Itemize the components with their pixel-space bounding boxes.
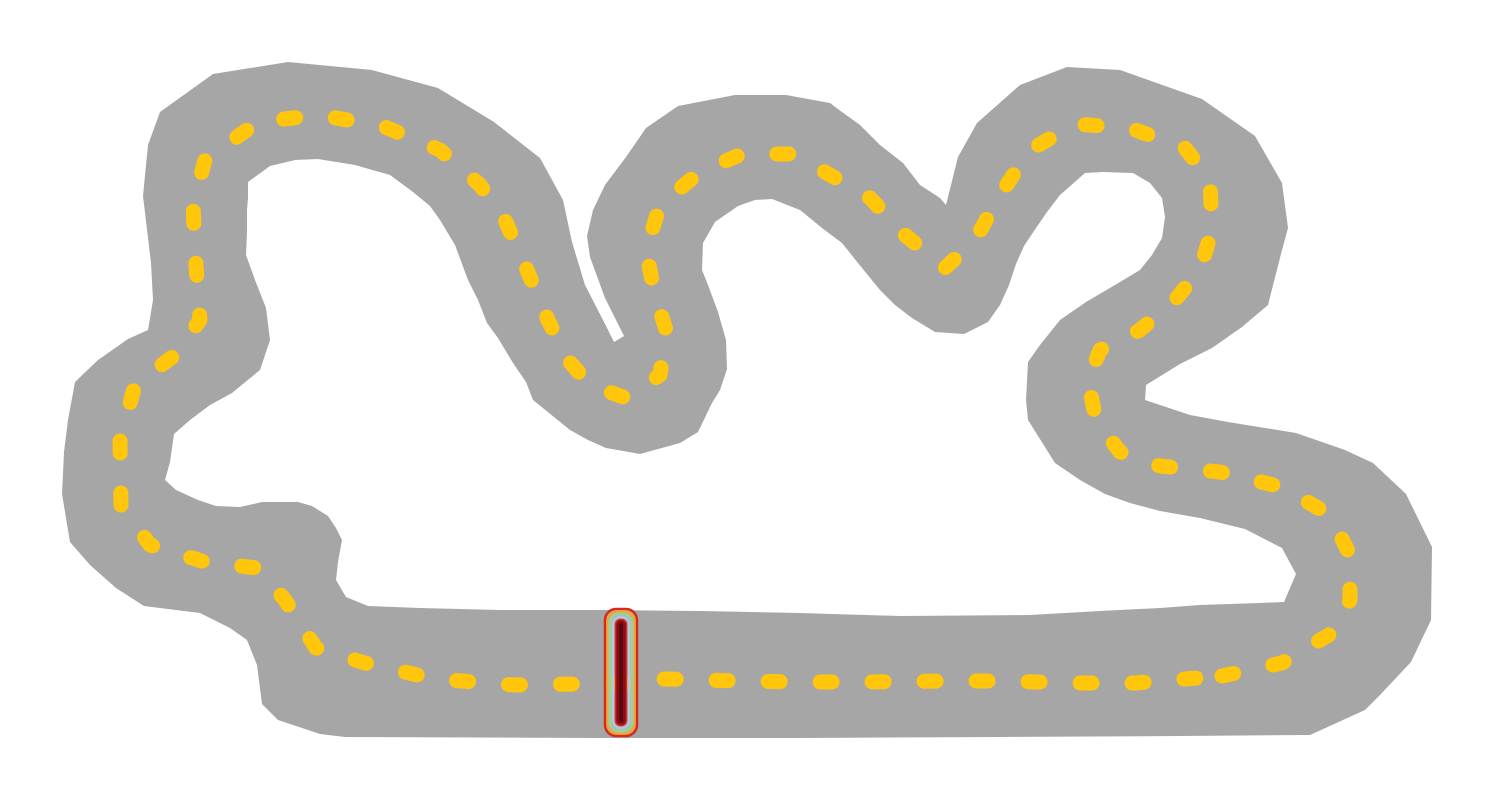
track-asphalt <box>62 62 1432 738</box>
start-finish-gate-icon <box>603 607 639 738</box>
track-center-line <box>112 107 1358 693</box>
